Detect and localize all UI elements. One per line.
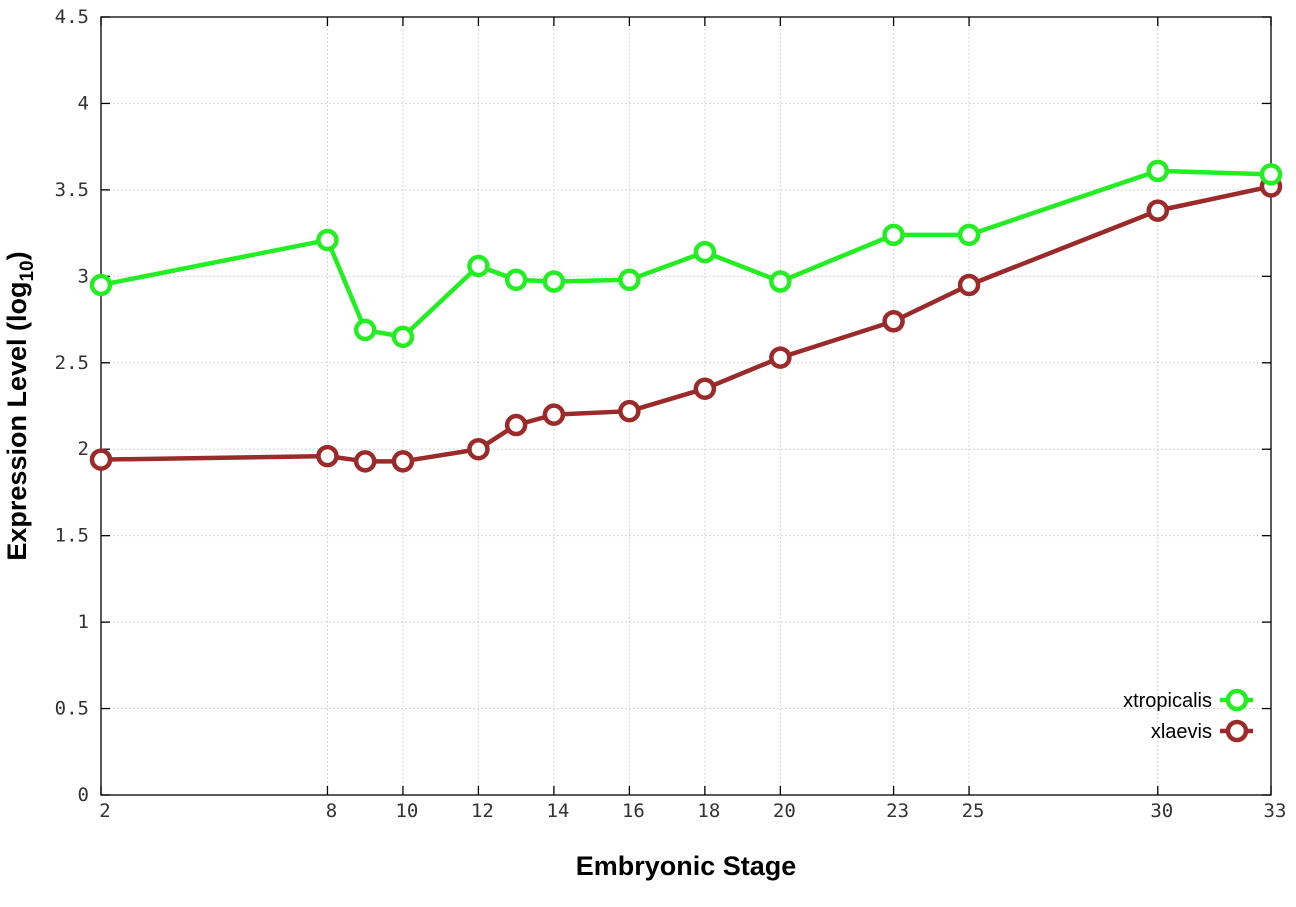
x-tick-label: 30 xyxy=(1150,800,1173,822)
y-tick-label: 2 xyxy=(78,438,89,460)
series-line-xlaevis xyxy=(100,184,1272,464)
data-point-xtropicalis xyxy=(957,223,981,247)
y-tick-label: 1 xyxy=(78,611,89,633)
data-point-xlaevis xyxy=(467,437,490,461)
y-tick-label: 3 xyxy=(78,265,89,287)
data-point-xlaevis xyxy=(391,450,415,473)
y-tick-label: 0 xyxy=(78,784,89,806)
legend: xtropicalis xlaevis xyxy=(1123,688,1253,743)
data-point-xlaevis xyxy=(618,399,641,423)
plot-frame xyxy=(100,16,1272,796)
legend-label-xtropicalis: xtropicalis xyxy=(1123,690,1212,712)
y-axis-title: Expression Level (log10) xyxy=(2,251,38,560)
x-tick-label: 23 xyxy=(886,800,909,822)
data-point-xtropicalis xyxy=(467,254,490,278)
x-tick-label: 33 xyxy=(1264,800,1287,822)
data-point-xtropicalis xyxy=(769,270,792,293)
data-point-xtropicalis xyxy=(542,270,566,293)
data-point-xlaevis xyxy=(769,346,792,369)
series-line-xtropicalis xyxy=(100,168,1272,340)
y-tick-label: 3.5 xyxy=(55,179,89,201)
data-point-xtropicalis xyxy=(1259,163,1283,186)
y-tick-label: 2.5 xyxy=(55,352,89,374)
x-tick-label: 18 xyxy=(697,800,720,822)
legend-label-xlaevis: xlaevis xyxy=(1151,721,1212,743)
data-point-xlaevis xyxy=(1146,199,1170,222)
data-point-xtropicalis xyxy=(316,228,339,252)
data-point-xtropicalis xyxy=(1146,159,1170,183)
y-axis-title-main: Expression Level (log xyxy=(2,282,32,561)
data-point-xtropicalis xyxy=(391,325,415,349)
legend-swatch-marker xyxy=(1225,688,1249,712)
data-point-xlaevis xyxy=(542,403,566,426)
x-axis-title: Embryonic Stage xyxy=(576,851,797,881)
data-point-xlaevis xyxy=(957,273,981,297)
data-point-xlaevis xyxy=(353,450,377,473)
data-point-xlaevis xyxy=(693,377,717,400)
series-layer xyxy=(89,159,1283,473)
y-tick-label: 0.5 xyxy=(55,698,89,720)
data-point-xlaevis xyxy=(316,444,339,468)
grid-lines xyxy=(101,17,1271,795)
data-point-xtropicalis xyxy=(89,273,113,297)
data-point-xtropicalis xyxy=(618,268,641,292)
data-point-xlaevis xyxy=(882,310,905,333)
x-tick-label: 10 xyxy=(395,800,418,822)
data-point-xtropicalis xyxy=(504,268,528,292)
data-point-xtropicalis xyxy=(353,318,377,342)
y-tick-label: 4.5 xyxy=(55,6,89,28)
axis-ticks: 0 0.5 1 1.5 2 2.5 3 3.5 4 4.5 2 8 10 12 14 16 18 20 23 25 30… xyxy=(55,6,1287,822)
x-tick-label: 2 xyxy=(99,800,110,822)
y-axis-title-subscript: 10 xyxy=(17,260,38,281)
x-tick-label: 12 xyxy=(471,800,494,822)
x-tick-label: 16 xyxy=(622,800,645,822)
x-tick-label: 25 xyxy=(962,800,985,822)
y-axis-title-close: ) xyxy=(2,251,32,260)
legend-swatch-marker xyxy=(1225,719,1249,743)
data-point-xtropicalis xyxy=(693,240,717,264)
x-tick-label: 20 xyxy=(773,800,796,822)
y-tick-label: 1.5 xyxy=(55,525,89,547)
y-tick-label: 4 xyxy=(78,92,89,114)
data-point-xlaevis xyxy=(89,448,113,471)
x-tick-label: 14 xyxy=(546,800,569,822)
data-point-xtropicalis xyxy=(882,223,905,247)
x-tick-label: 8 xyxy=(326,800,337,822)
data-point-xlaevis xyxy=(504,413,528,437)
